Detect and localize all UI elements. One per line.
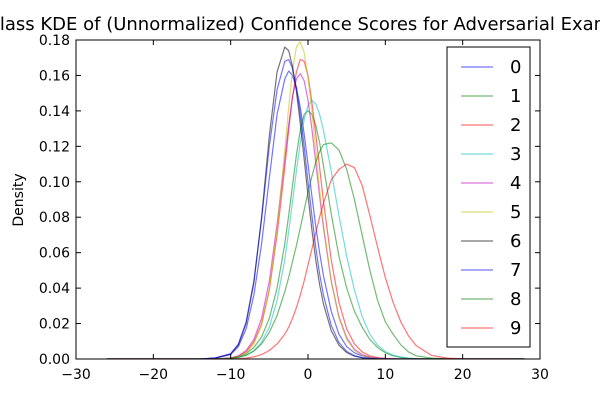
series-line-0 <box>106 70 525 359</box>
plot-frame <box>75 39 541 360</box>
y-tick-label: 0.10 <box>39 175 70 191</box>
x-tick-label: 10 <box>376 367 394 383</box>
legend-label-0: 0 <box>510 57 521 78</box>
legend-label-2: 2 <box>510 115 521 136</box>
y-tick-label: 0.12 <box>39 139 70 155</box>
y-tick-label: 0.18 <box>39 33 70 49</box>
series-line-4 <box>106 73 525 359</box>
legend-label-4: 4 <box>510 173 521 194</box>
x-tick-label: −10 <box>216 367 246 383</box>
y-tick-label: 0.08 <box>39 210 70 226</box>
x-tick-label: 0 <box>304 367 313 383</box>
x-tick-label: −20 <box>139 367 169 383</box>
y-tick-label: 0.16 <box>39 68 70 84</box>
chart-title: Per-class KDE of (Unnormalized) Confiden… <box>0 14 600 35</box>
legend-label-7: 7 <box>510 260 521 281</box>
x-tick-label: 30 <box>531 367 549 383</box>
legend-label-9: 9 <box>510 318 521 339</box>
x-tick-label: 20 <box>454 367 472 383</box>
series-line-5 <box>106 41 525 359</box>
y-tick-label: 0.06 <box>39 246 70 262</box>
y-axis-label: Density <box>11 173 27 226</box>
legend-label-3: 3 <box>510 144 521 165</box>
legend-label-8: 8 <box>510 289 521 310</box>
legend-label-5: 5 <box>510 202 521 223</box>
legend-label-1: 1 <box>510 86 521 107</box>
y-tick-label: 0.02 <box>39 317 70 333</box>
legend-box <box>446 46 531 348</box>
legend-label-6: 6 <box>510 231 521 252</box>
y-tick-label: 0.04 <box>39 281 70 297</box>
series-line-2 <box>106 58 525 359</box>
series-line-9 <box>106 163 525 359</box>
x-tick-label: −30 <box>61 367 91 383</box>
legend: 0 1 2 3 4 5 6 7 8 9 <box>446 46 531 348</box>
series-line-7 <box>106 58 525 359</box>
series-line-8 <box>106 142 525 359</box>
y-tick-label: 0.14 <box>39 104 70 120</box>
y-tick-label: 0.00 <box>39 352 70 368</box>
ticks-layer: −30 −20 −10 0 10 20 300.000.020.040.060.080.10… <box>39 33 549 383</box>
